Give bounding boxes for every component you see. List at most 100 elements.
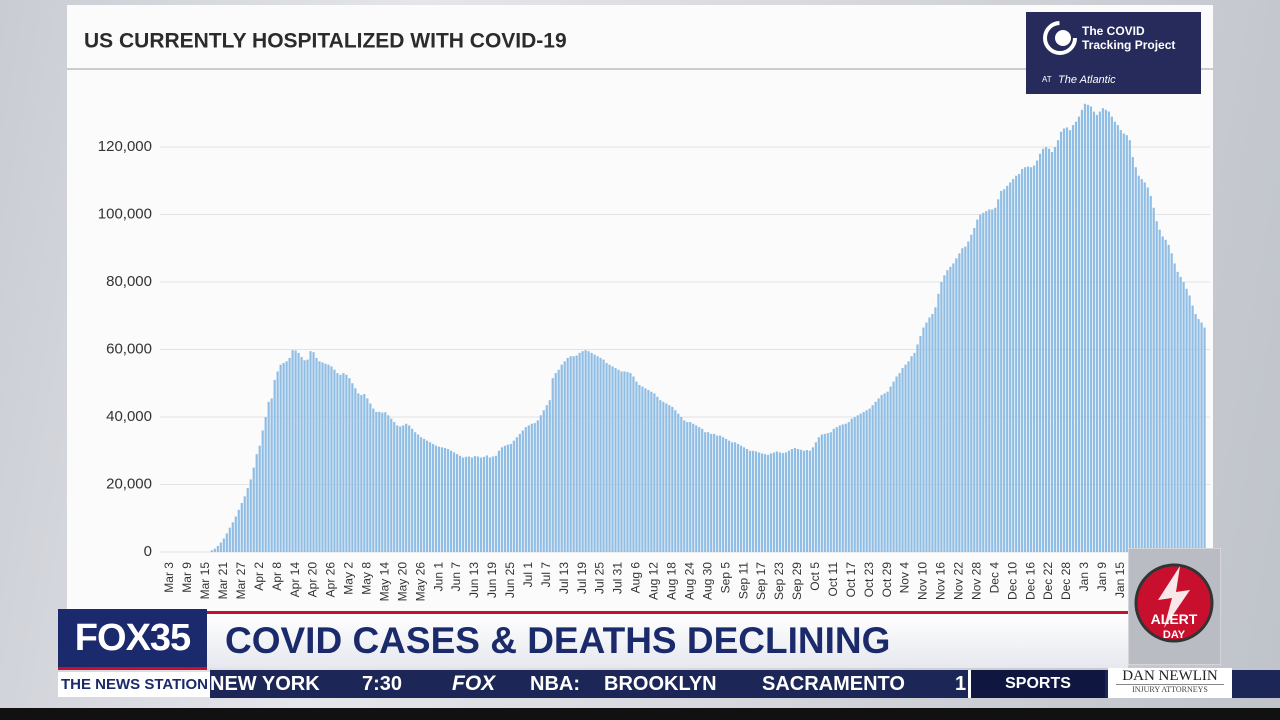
bar	[1027, 166, 1030, 552]
bar	[491, 456, 495, 552]
bar	[1030, 167, 1033, 552]
bar	[225, 533, 228, 552]
bar	[396, 425, 399, 552]
bar	[985, 211, 988, 552]
bar	[366, 398, 369, 552]
bar	[665, 403, 668, 552]
bar	[898, 373, 901, 552]
x-tick-label: Mar 9	[180, 562, 194, 593]
bar	[339, 374, 342, 552]
bar	[1101, 108, 1104, 552]
bar	[644, 388, 647, 552]
bar	[937, 293, 940, 552]
bar	[811, 447, 814, 552]
bar	[1071, 125, 1075, 552]
bar	[973, 228, 976, 552]
y-tick-label: 120,000	[98, 138, 152, 155]
bar	[467, 456, 471, 552]
bar	[461, 457, 465, 552]
bar	[581, 351, 584, 552]
bar	[970, 234, 973, 552]
bar	[835, 427, 838, 552]
bar	[348, 378, 351, 552]
y-tick-label: 20,000	[106, 475, 152, 492]
x-tick-label: Jul 25	[593, 562, 607, 594]
bar	[662, 401, 665, 552]
bar	[369, 403, 372, 552]
bar	[1062, 128, 1066, 552]
x-tick-label: Dec 4	[987, 562, 1001, 594]
bar	[961, 248, 964, 552]
bar	[722, 437, 725, 552]
bottom-strip	[0, 708, 1280, 720]
bar	[874, 401, 877, 552]
bar	[488, 457, 492, 552]
bar	[458, 455, 462, 552]
bar	[408, 425, 411, 552]
x-tick-label: May 20	[395, 562, 409, 602]
bar	[766, 454, 770, 552]
bar	[1059, 131, 1063, 552]
bar	[234, 516, 237, 552]
bar	[285, 361, 288, 552]
bar	[802, 450, 805, 552]
bar	[237, 509, 240, 552]
bar	[952, 263, 955, 552]
bar	[1158, 229, 1161, 552]
bar	[1179, 276, 1182, 552]
bar	[384, 412, 387, 552]
station-accent	[58, 667, 207, 670]
bar	[847, 422, 850, 552]
bar	[889, 386, 892, 552]
bar	[297, 352, 300, 552]
bar	[793, 448, 797, 552]
bar	[817, 437, 820, 552]
bar	[964, 246, 967, 552]
bar	[318, 361, 321, 552]
bar	[796, 449, 799, 552]
bar	[315, 357, 318, 552]
sponsor-sub: INJURY ATTORNEYS	[1116, 684, 1224, 695]
tagline: THE NEWS STATION	[58, 672, 210, 697]
bar	[1074, 121, 1078, 552]
bar	[599, 357, 602, 552]
bar	[638, 384, 641, 552]
bar	[545, 405, 548, 552]
bar	[928, 317, 931, 552]
logo-at: AT	[1042, 75, 1052, 84]
bar	[742, 447, 746, 552]
bar	[264, 417, 267, 552]
bar	[563, 361, 566, 552]
bar	[713, 433, 716, 552]
x-tick-label: Jan 3	[1077, 562, 1091, 592]
bar	[512, 440, 515, 552]
bar	[913, 352, 916, 552]
bar	[1018, 174, 1021, 552]
bar	[775, 451, 779, 552]
bar	[1015, 175, 1018, 552]
bar	[446, 449, 450, 552]
bar	[668, 405, 671, 552]
bar	[1164, 239, 1167, 552]
ticker-item: NEW YORK	[210, 673, 320, 695]
bar	[1083, 103, 1087, 553]
bar	[772, 452, 776, 552]
sponsor-box: DAN NEWLIN INJURY ATTORNEYS	[1108, 668, 1232, 698]
ticker-section: SPORTS	[968, 670, 1105, 698]
bar	[611, 366, 614, 552]
bar	[222, 538, 225, 552]
bar	[506, 444, 509, 552]
bar	[910, 356, 913, 552]
bar	[503, 445, 506, 552]
bar	[683, 420, 686, 552]
x-tick-label: Nov 4	[898, 562, 912, 594]
bar	[692, 423, 695, 552]
bar	[1036, 160, 1039, 552]
x-tick-label: May 26	[413, 562, 427, 602]
y-tick-label: 40,000	[106, 408, 152, 425]
bar	[1119, 130, 1122, 552]
bar	[530, 423, 533, 552]
bar	[820, 434, 823, 552]
bar	[602, 359, 605, 552]
x-tick-label: Apr 8	[270, 562, 284, 591]
